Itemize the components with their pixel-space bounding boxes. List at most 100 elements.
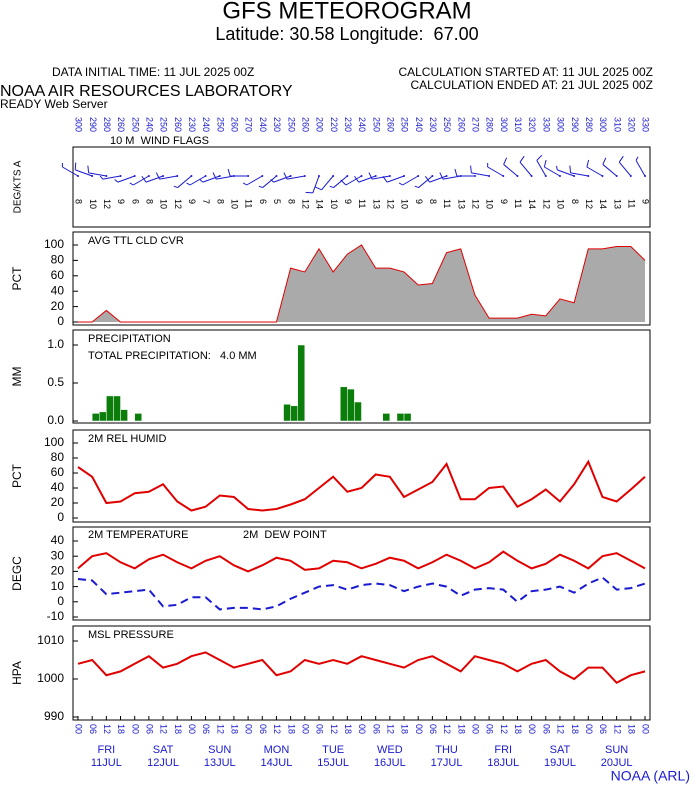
wind-speed-label: 9 [343,199,353,204]
precip-bar [354,401,362,422]
wind-direction-label: 300 [499,117,509,132]
wind-direction-label: 310 [513,117,523,132]
y-tick-label: 10 [51,579,65,593]
wind-speed-label: 12 [584,199,594,209]
wind-speed-label: 12 [300,199,310,209]
day-label: SAT [550,744,571,756]
wind-direction-label: 300 [598,117,608,132]
wind-direction-label: 280 [584,117,594,132]
y-tick-label: -10 [47,609,65,623]
wind-barb [227,168,249,177]
wind-barb [635,156,646,177]
x-tick-label: 12 [499,724,509,734]
precip-bar [134,413,143,422]
x-tick-label: 00 [74,724,84,734]
day-label: MON [264,744,290,756]
wind-station [119,175,122,177]
y-tick-label: 0.5 [47,375,64,389]
wind-station [289,175,292,177]
y-axis-label: PCT [10,266,24,291]
y-tick-label: 1000 [37,671,64,685]
wind-station [346,175,349,177]
x-tick-label: 06 [258,724,268,734]
wind-barb [141,175,164,183]
wind-direction-label: 250 [400,117,410,132]
wind-speed-label: 5 [272,199,282,204]
precip-total: TOTAL PRECIPITATION: 4.0 MM [88,350,257,362]
wind-direction-label: 240 [258,117,268,132]
wind-speed-label: 11 [442,199,452,208]
x-tick-label: 00 [357,724,367,734]
x-tick-label: 06 [315,724,325,734]
x-tick-label: 12 [159,724,169,734]
wind-barb [242,175,263,186]
wind-speed-label: 12 [541,199,551,209]
wind-station [388,175,391,177]
day-label: TUE [322,744,344,756]
wind-barb [114,175,135,183]
wind-direction-label: 290 [88,117,98,132]
precip-bar [120,409,128,422]
y-tick-label: 20 [51,564,65,578]
wind-station [317,175,320,177]
wind-direction-label: 260 [456,117,466,132]
y-tick-label: 100 [44,237,64,251]
server: READY Web Server [0,97,108,111]
footer-credit: NOAA (ARL) [611,768,690,784]
precip-bar [113,395,121,422]
wind-station [431,175,434,177]
wind-station [247,175,250,177]
wind-speed-label: 6 [130,199,140,204]
wind-direction-label: 290 [570,117,580,132]
x-tick-label: 06 [598,724,608,734]
x-tick-label: 00 [641,724,651,734]
y-tick-label: 100 [44,435,64,449]
wind-direction-label: 320 [527,117,537,132]
precip-bar [283,404,291,422]
wind-barb [340,175,362,186]
y-tick-label: 1010 [37,633,64,647]
x-tick-label: 18 [116,724,126,734]
x-tick-label: 18 [230,724,240,734]
day-label: SAT [153,744,174,756]
y-axis-label: HPA [10,661,24,685]
wind-station [91,175,94,177]
wind-station [644,175,646,177]
wind-station [488,175,491,177]
wind-barb [329,175,348,189]
panel-frame [72,526,651,621]
date-label: 12JUL [147,757,179,769]
panel-frame [72,231,651,326]
wind-direction-label: 330 [541,117,551,132]
wind-direction-label: 240 [414,117,424,132]
x-tick-label: 18 [513,724,523,734]
x-tick-label: 06 [428,724,438,734]
wind-direction-label: 260 [385,117,395,132]
wind-speed-label: 12 [173,199,183,209]
wind-barb [74,162,93,177]
wind-barb [536,154,547,177]
x-tick-label: 06 [145,724,155,734]
y-tick-label: 40 [51,480,65,494]
wind-direction-label: 260 [230,117,240,132]
x-tick-label: 18 [400,724,410,734]
wind-speed-label: 8 [428,199,438,204]
wind-direction-label: 230 [187,117,197,132]
panel-title: 2M REL HUMID [88,433,166,445]
wind-direction-label: 280 [485,117,495,132]
wind-barb [470,165,490,177]
wind-barb [398,175,419,186]
y-tick-label: 30 [51,548,65,562]
y-tick-label: 0 [57,594,64,608]
day-label: SUN [605,744,628,756]
wind-direction-label: 250 [442,117,452,132]
wind-speed-label: 10 [485,199,495,209]
wind-speed-label: 7 [201,199,211,204]
wind-barb [414,175,433,189]
y-axis-label: PCT [10,463,24,488]
wind-station [77,175,79,177]
wind-direction-label: 300 [556,117,566,132]
wind-station [417,175,420,177]
wind-station [176,175,179,177]
x-tick-label: 12 [556,724,566,734]
